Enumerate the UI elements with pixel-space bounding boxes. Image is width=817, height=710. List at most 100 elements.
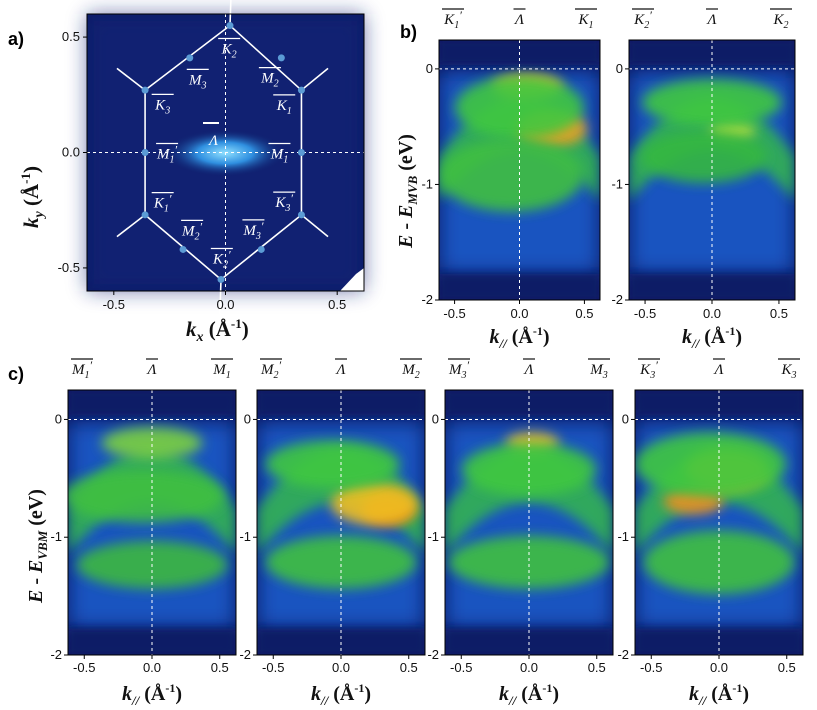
panel-c4-xtick-label-2: 0.5 <box>778 660 796 675</box>
panel-c3-ytick-label-1: -1 <box>427 529 439 544</box>
panel-a-label-K2: K2 <box>221 42 237 61</box>
panel-a-point-K3 <box>141 86 149 94</box>
panel-c2-arpes: -0.5 0.0 0.5 0 -1 -2 M2′ Λ M2 k// (Å-1) <box>239 358 426 708</box>
panel-b1-top-label-0: K1′ <box>443 8 462 31</box>
panel-c4-band-feature-3 <box>643 530 795 595</box>
panel-c1-band-feature-0 <box>101 427 203 459</box>
panel-c1-xtick-label-0: -0.5 <box>73 660 95 675</box>
panel-a-guides <box>87 14 364 291</box>
panel-c1-x-axis-label: k// (Å-1) <box>122 681 182 708</box>
panel-c1-arpes: -0.5 0.0 0.5 0 -1 -2 M1′ Λ M1 k// (Å-1) <box>50 358 237 708</box>
panel-c2-xtick-label-0: -0.5 <box>262 660 284 675</box>
panel-a-xtick-label-0: -0.5 <box>103 297 125 312</box>
panel-b2-top-label-0: K2′ <box>633 8 652 31</box>
panel-b2-xtick-label-0: -0.5 <box>634 306 656 321</box>
panel-c3-xtick-label-1: 0.0 <box>520 660 538 675</box>
panel-a-xtick-label-1: 0.0 <box>216 297 234 312</box>
panel-a-zone-spoke-2 <box>300 214 329 238</box>
panel-c2-ytick-label-2: -2 <box>239 647 251 662</box>
panel-a-label-K3: K3 <box>154 97 170 116</box>
panel-b2-top-label-1: Λ <box>705 12 716 28</box>
panel-c2-xtick-label-1: 0.0 <box>332 660 350 675</box>
panel-c3-xtick-label-2: 0.5 <box>588 660 606 675</box>
panel-c4-band-feature-2 <box>635 432 787 497</box>
panel-a-label-K3p: K3′ <box>274 191 293 214</box>
panel-c2-top-label-1: Λ <box>334 362 345 378</box>
panel-a-lambda-label: Λ <box>207 133 218 149</box>
panel-c4-top-label-1: Λ <box>712 362 723 378</box>
panel-a-zone-spoke-4 <box>116 214 146 238</box>
panel-c1-ytick-label-2: -2 <box>50 647 62 662</box>
panel-b1-top-label-2: K1 <box>577 12 593 31</box>
panel-b1-x-axis-label: k// (Å-1) <box>489 324 549 351</box>
panel-c3-top-label-1: Λ <box>522 362 533 378</box>
panel-label-a: a) <box>8 29 24 49</box>
panel-b1-xtick-label-0: -0.5 <box>443 306 465 321</box>
panel-b1-arpes: -0.5 0.0 0.5 0 -1 -2 K1′ Λ K1 k// (Å-1) <box>421 8 601 351</box>
panel-c2-ytick-label-1: -1 <box>239 529 251 544</box>
panel-c2-band-feature-3 <box>265 535 417 589</box>
panel-a-zone-spoke-0 <box>229 0 232 26</box>
panel-a-constant-energy-map: K2 M2 K1 M1 K3′ M3′ K2′ M2′ K1′ M1′ K3 M3 Λ -0.5 0.0… <box>18 0 365 345</box>
panel-c1-xtick-label-2: 0.5 <box>211 660 229 675</box>
panel-c4-ytick-label-0: 0 <box>622 411 629 426</box>
panel-b2-xtick-label-2: 0.5 <box>770 306 788 321</box>
panel-c1-ytick-label-0: 0 <box>55 411 62 426</box>
panel-a-xtick-label-2: 0.5 <box>328 297 346 312</box>
panel-b1-xtick-label-1: 0.0 <box>510 306 528 321</box>
panel-a-point-M1 <box>297 149 305 156</box>
panel-c4-ytick-label-2: -2 <box>617 647 629 662</box>
panel-c4-x-axis-label: k// (Å-1) <box>689 681 749 708</box>
panel-c3-ytick-label-0: 0 <box>432 411 439 426</box>
panel-b2-top-label-2: K2 <box>772 12 788 31</box>
panel-a-label-M3p: M3′ <box>242 219 264 242</box>
panel-b1-ytick-label-0: 0 <box>426 61 433 76</box>
panel-a-y-axis-label: ky (Å-1) <box>18 166 47 228</box>
panel-b2-ytick-label-0: 0 <box>616 61 623 76</box>
panel-b2-x-axis-label: k// (Å-1) <box>682 324 742 351</box>
panel-a-label-M2: M2 <box>260 71 279 90</box>
panel-c3-top-label-2: M3 <box>589 362 608 381</box>
panel-c2-xtick-label-2: 0.5 <box>400 660 418 675</box>
panel-b-y-axis-label: E - EMVB (eV) <box>395 134 420 249</box>
panel-b1-band-feature-3 <box>439 138 584 212</box>
panel-a-x-ticks: -0.5 0.0 0.5 <box>103 291 346 312</box>
panel-b2-arpes: -0.5 0.0 0.5 0 -1 -2 K2′ Λ K2 k// (Å-1) <box>611 8 796 351</box>
panel-b1-top-label-1: Λ <box>513 12 524 28</box>
panel-c4-ytick-label-1: -1 <box>617 529 629 544</box>
panel-a-y-ticks: 0.5 0.0 -0.5 <box>58 29 87 275</box>
panel-a-ytick-label-2: -0.5 <box>58 260 80 275</box>
panel-c3-arpes: -0.5 0.0 0.5 0 -1 -2 M3′ Λ M3 k// (Å-1) <box>427 358 614 708</box>
panel-a-ytick-label-1: 0.0 <box>62 145 80 160</box>
panel-a-high-symmetry-points: K2 M2 K1 M1 K3′ M3′ K2′ M2′ K1′ M1′ K3 M3 <box>141 22 305 283</box>
panel-a-point-K3p <box>297 211 305 219</box>
panel-b1-ytick-label-2: -2 <box>421 292 433 307</box>
panel-c2-top-label-2: M2 <box>401 362 420 381</box>
panel-c4-xtick-label-1: 0.0 <box>710 660 728 675</box>
panel-c-y-axis-label: E - EVBM (eV) <box>25 489 50 604</box>
panel-c2-ytick-label-0: 0 <box>244 411 251 426</box>
panel-a-point-M2p <box>179 245 187 253</box>
panel-a-label-K1p: K1′ <box>153 192 172 215</box>
panel-a-x-axis-label: kx (Å-1) <box>186 316 249 345</box>
panel-b2-xtick-label-1: 0.0 <box>703 306 721 321</box>
panel-a-zone-spoke-3 <box>218 279 222 324</box>
panel-a-point-K1p <box>141 211 149 219</box>
panel-a-corner-mask <box>340 268 364 291</box>
panel-c1-xtick-label-1: 0.0 <box>143 660 161 675</box>
panel-b1-ytick-label-1: -1 <box>421 176 433 191</box>
panel-c4-arpes: -0.5 0.0 0.5 0 -1 -2 K3′ Λ K3 k// (Å-1) <box>617 358 804 708</box>
panel-c1-top-label-1: Λ <box>145 362 156 378</box>
panel-b2-band-feature-2 <box>640 131 767 183</box>
panel-a-point-K1 <box>297 86 305 94</box>
panel-a-label-M1p: M1′ <box>156 143 178 166</box>
panel-c2-top-label-0: M2′ <box>260 358 282 381</box>
panel-c2-x-axis-label: k// (Å-1) <box>311 681 371 708</box>
panel-a-point-K2 <box>226 22 234 30</box>
panel-c4-top-label-0: K3′ <box>639 358 658 381</box>
panel-c1-band-feature-1 <box>68 469 225 523</box>
panel-a-point-M3p <box>257 245 265 253</box>
panel-a-zone-spoke-1 <box>300 67 329 91</box>
panel-a-ytick-label-0: 0.5 <box>62 29 80 44</box>
